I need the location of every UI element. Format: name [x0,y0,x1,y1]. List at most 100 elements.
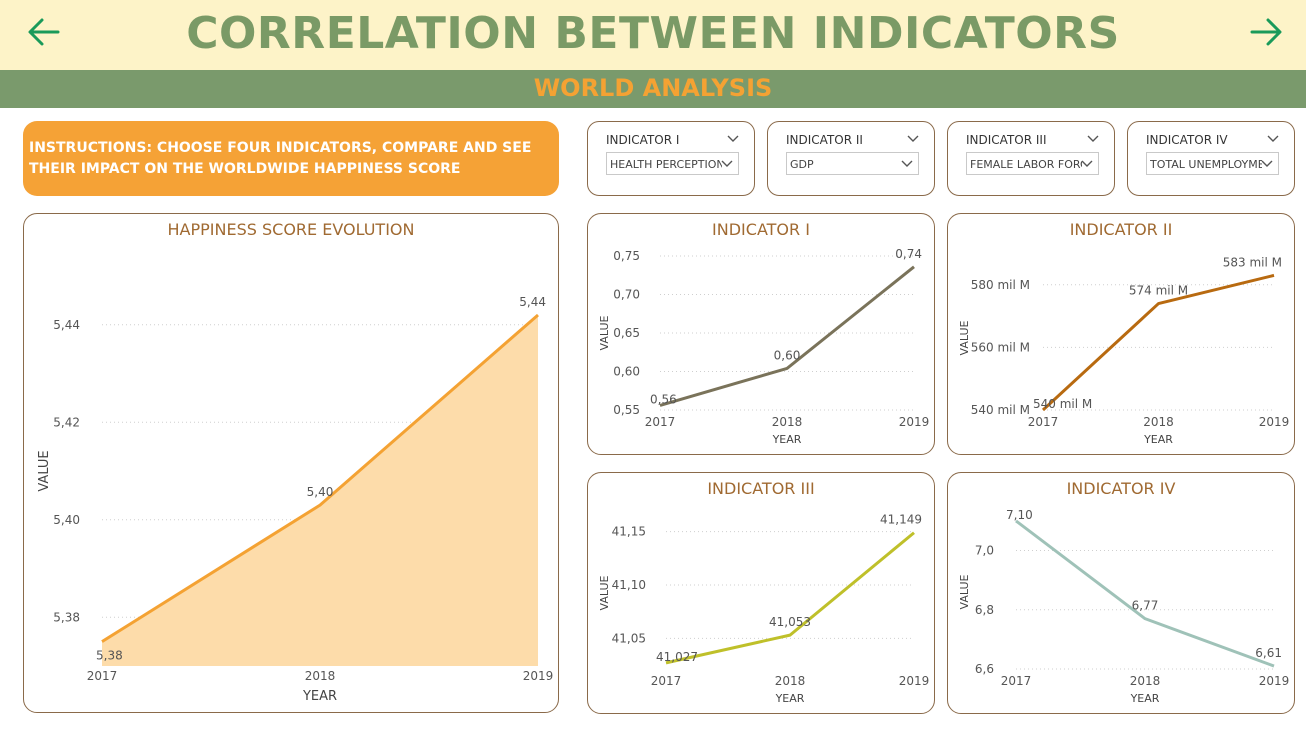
x-tick-label: 2019 [899,674,930,688]
series-line [101,313,539,643]
y-tick-label: 5,44 [53,318,80,332]
y-tick-label: 5,38 [53,610,80,624]
y-axis-title: VALUE [598,315,611,350]
slicer-indicator-1: INDICATOR I HEALTH PERCEPTION [587,121,755,196]
x-tick-label: 2018 [775,674,806,688]
indicator-4-chart-panel: INDICATOR IV 6,6 6,8 7,0 2017 2018 2019 YEAR VA… [947,472,1295,714]
x-tick-label: 2018 [772,415,803,429]
y-tick-label: 0,75 [613,249,640,263]
x-axis-title: YEAR [1143,433,1173,446]
slicer-indicator-4: INDICATOR IV TOTAL UNEMPLOYME... [1127,121,1295,196]
data-label: 574 mil M [1129,284,1188,298]
data-label: 6,61 [1255,646,1282,660]
data-label: 6,77 [1132,599,1159,613]
y-tick-label: 0,60 [613,365,640,379]
slicer-title: INDICATOR III [966,133,1047,147]
happiness-chart-panel: HAPPINESS SCORE EVOLUTION 5,38 5,40 5,42 5,… [23,213,559,713]
series-line [659,265,915,407]
y-tick-label: 540 mil M [971,403,1030,417]
data-label: 41,149 [880,513,922,527]
indicator-1-chart: 0,55 0,60 0,65 0,70 0,75 2017 2018 2019 YEAR VALU… [598,247,930,446]
x-tick-label: 2017 [1001,674,1032,688]
slicer-title: INDICATOR IV [1146,133,1228,147]
slicer-dropdown[interactable]: FEMALE LABOR FORCE [966,152,1099,175]
x-tick-label: 2019 [523,669,554,683]
series-line [1041,273,1275,412]
chevron-down-icon[interactable] [1266,134,1280,144]
slicer-value: FEMALE LABOR FORCE [970,158,1082,171]
data-label: 0,74 [895,247,922,261]
data-label: 41,027 [656,650,698,664]
slicer-indicator-2: INDICATOR II GDP [767,121,935,196]
chevron-down-icon [1261,160,1273,167]
y-tick-label: 7,0 [975,544,994,558]
indicator-2-chart-panel: INDICATOR II 540 mil M 560 mil M 580 mil M… [947,213,1295,455]
y-tick-label: 0,65 [613,326,640,340]
chevron-down-icon [1081,160,1093,167]
slicer-title: INDICATOR II [786,133,863,147]
header-band: CORRELATION BETWEEN INDICATORS [0,0,1306,70]
y-tick-label: 580 mil M [971,278,1030,292]
indicator-4-chart: 6,6 6,8 7,0 2017 2018 2019 YEAR VALUE 7,10 6,77 6,… [958,508,1290,705]
x-axis-title: YEAR [775,692,805,705]
series-area-fill [102,315,538,666]
slicer-dropdown[interactable]: GDP [786,152,919,175]
y-tick-label: 41,05 [612,631,646,645]
y-axis-title: VALUE [958,574,971,609]
x-tick-label: 2019 [899,415,930,429]
chart-title: INDICATOR II [1069,220,1173,239]
y-tick-label: 5,42 [53,415,80,429]
arrow-right-icon[interactable] [1248,14,1284,50]
happiness-chart: 5,38 5,40 5,42 5,44 2017 2018 2019 YEAR VALUE 5,3… [37,295,554,704]
slicer-value: GDP [790,158,814,171]
page-subtitle: WORLD ANALYSIS [533,74,773,102]
x-axis-title: YEAR [772,433,802,446]
x-tick-label: 2019 [1259,674,1290,688]
slicer-dropdown[interactable]: TOTAL UNEMPLOYME... [1146,152,1279,175]
y-tick-label: 41,10 [612,578,646,592]
chart-title: HAPPINESS SCORE EVOLUTION [167,220,415,239]
data-label: 540 mil M [1033,397,1092,411]
page-title: CORRELATION BETWEEN INDICATORS [186,8,1120,59]
x-tick-label: 2017 [1028,415,1059,429]
x-tick-label: 2019 [1259,415,1290,429]
indicator-3-chart-panel: INDICATOR III 41,05 41,10 41,15 2017 2018 201… [587,472,935,714]
x-tick-label: 2018 [1130,674,1161,688]
data-label: 5,40 [307,485,334,499]
slicer-value: HEALTH PERCEPTION [610,158,722,171]
slicer-dropdown[interactable]: HEALTH PERCEPTION [606,152,739,175]
chevron-down-icon [721,160,733,167]
chart-title: INDICATOR I [712,220,810,239]
slicer-value: TOTAL UNEMPLOYME... [1150,158,1262,171]
y-tick-label: 560 mil M [971,340,1030,354]
data-label: 5,44 [519,295,546,309]
indicator-3-chart: 41,05 41,10 41,15 2017 2018 2019 YEAR VALUE 41,0… [598,513,930,705]
chevron-down-icon [901,160,913,167]
x-tick-label: 2017 [651,674,682,688]
y-axis-title: VALUE [958,320,971,355]
y-axis-title: VALUE [598,575,611,610]
chevron-down-icon[interactable] [906,134,920,144]
subtitle-band: WORLD ANALYSIS [0,70,1306,108]
indicator-2-chart: 540 mil M 560 mil M 580 mil M 2017 2018 2019 Y… [958,255,1290,446]
data-label: 5,38 [96,649,123,663]
data-label: 0,60 [774,348,801,362]
x-axis-title: YEAR [302,689,337,704]
series-line [1015,519,1275,668]
y-tick-label: 6,8 [975,603,994,617]
indicator-1-chart-panel: INDICATOR I 0,55 0,60 0,65 0,70 0,75 2017 2018… [587,213,935,455]
slicer-indicator-3: INDICATOR III FEMALE LABOR FORCE [947,121,1115,196]
x-tick-label: 2017 [87,669,118,683]
data-label: 583 mil M [1223,255,1282,269]
chart-title: INDICATOR IV [1066,479,1176,498]
y-tick-label: 41,15 [612,525,646,539]
chevron-down-icon[interactable] [1086,134,1100,144]
chevron-down-icon[interactable] [726,134,740,144]
chart-title: INDICATOR III [707,479,815,498]
y-tick-label: 6,6 [975,662,994,676]
data-label: 7,10 [1006,508,1033,522]
y-tick-label: 0,55 [613,403,640,417]
y-axis-title: VALUE [37,450,52,491]
y-tick-label: 0,70 [613,288,640,302]
arrow-left-icon[interactable] [26,14,62,50]
